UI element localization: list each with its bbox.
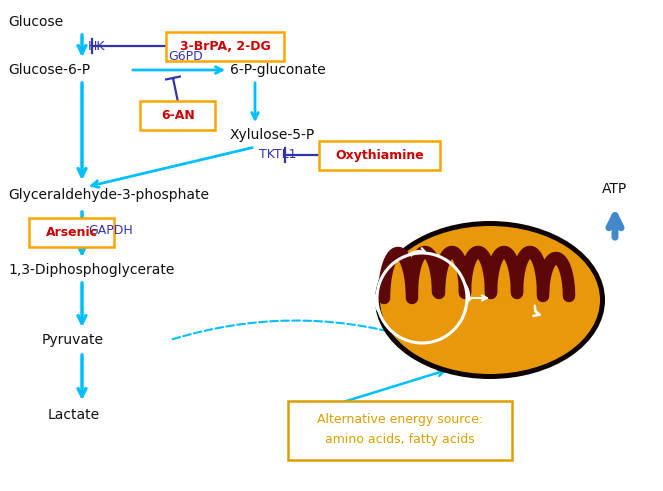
Text: G6PD: G6PD (168, 50, 203, 62)
Text: GAPDH: GAPDH (88, 223, 133, 237)
Text: Glyceraldehyde-3-phosphate: Glyceraldehyde-3-phosphate (8, 188, 209, 202)
Text: Glucose: Glucose (8, 15, 63, 29)
Text: Lactate: Lactate (48, 408, 100, 422)
Text: TKTL1: TKTL1 (259, 148, 296, 162)
FancyBboxPatch shape (320, 140, 440, 169)
Text: Glucose-6-P: Glucose-6-P (8, 63, 90, 77)
FancyBboxPatch shape (288, 401, 512, 460)
Text: Alternative energy source:: Alternative energy source: (317, 413, 483, 427)
Text: ATP: ATP (603, 182, 628, 196)
Ellipse shape (375, 221, 605, 379)
FancyBboxPatch shape (29, 218, 115, 246)
Text: Oxythiamine: Oxythiamine (335, 148, 424, 162)
FancyBboxPatch shape (141, 101, 215, 130)
Text: HK: HK (88, 39, 105, 53)
Text: Xylulose-5-P: Xylulose-5-P (230, 128, 315, 142)
Ellipse shape (380, 226, 600, 374)
Text: TCA
cycle: TCA cycle (404, 284, 440, 312)
Text: 6-AN: 6-AN (161, 109, 195, 121)
FancyBboxPatch shape (166, 31, 284, 60)
Text: NADH: NADH (488, 292, 532, 304)
Text: 3-BrPA, 2-DG: 3-BrPA, 2-DG (180, 39, 271, 53)
Text: Arsenic: Arsenic (46, 225, 98, 239)
Text: Pyruvate: Pyruvate (42, 333, 104, 347)
Text: amino acids, fatty acids: amino acids, fatty acids (325, 434, 475, 446)
Text: 1,3-Diphosphoglycerate: 1,3-Diphosphoglycerate (8, 263, 174, 277)
Text: Respiratory
chain: Respiratory chain (534, 276, 616, 304)
Text: 6-P-gluconate: 6-P-gluconate (230, 63, 326, 77)
